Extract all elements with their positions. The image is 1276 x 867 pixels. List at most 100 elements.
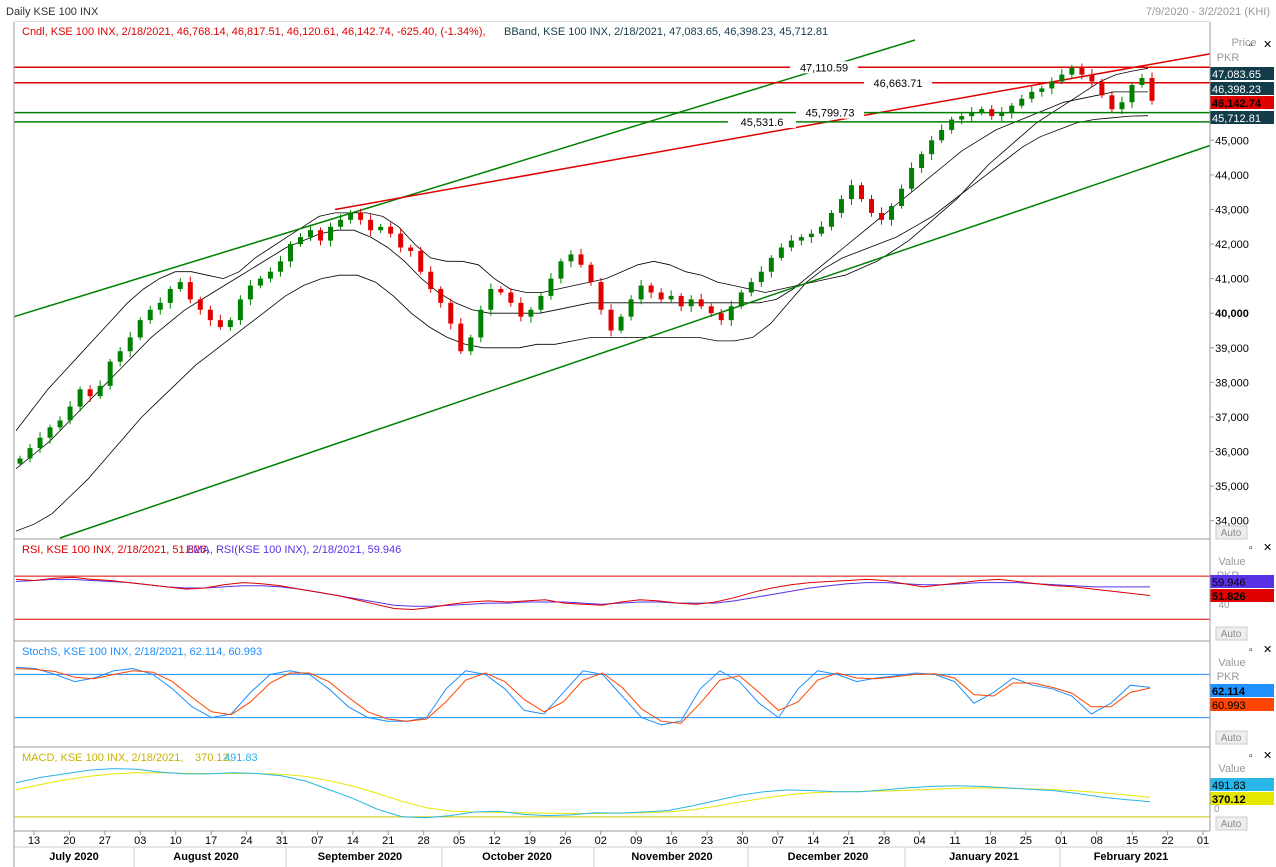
macd-tag (1210, 792, 1274, 805)
candle-body (899, 188, 905, 206)
macd-tag (1210, 778, 1274, 791)
candle-body (879, 212, 885, 220)
candle-body (638, 285, 644, 300)
x-tick-label: 01 (1055, 835, 1067, 847)
price-auto-button[interactable] (1215, 525, 1248, 540)
minimize-icon[interactable]: ▫ (1249, 543, 1253, 554)
x-axis: 13 20 27 03 10 17 24 31 07 14 21 28 05 12 19 26 02 09 16 23… (14, 830, 1210, 867)
candle-body (237, 299, 243, 321)
candle-body (117, 351, 123, 362)
candle-body (267, 271, 273, 279)
macd-axis-title: Value (1218, 763, 1245, 775)
close-icon[interactable]: ✕ (1263, 542, 1272, 554)
close-icon[interactable]: ✕ (1263, 39, 1272, 51)
candle-body (358, 212, 364, 220)
stoch-k-line (15, 666, 1151, 726)
x-tick-label: 02 (595, 835, 607, 847)
candle-body (187, 282, 193, 300)
rsi-tag-text: 59.946 (1212, 577, 1246, 589)
candle-body (538, 295, 544, 310)
price-tick-label: 39,000 (1215, 343, 1249, 355)
candle-body (828, 212, 834, 227)
price-panel: Cndl, KSE 100 INX, 2/18/2021, 46,768.14,… (13, 22, 1274, 540)
candle-body (728, 306, 734, 321)
price-tick-label: 44,000 (1215, 170, 1249, 182)
candle-body (408, 247, 414, 251)
candle-body (157, 302, 163, 310)
candle-body (848, 185, 854, 200)
candle-body (1099, 81, 1105, 96)
price-tag (1210, 111, 1274, 124)
candle-body (778, 247, 784, 258)
stoch-tag (1210, 684, 1274, 697)
x-tick-label: 25 (1020, 835, 1032, 847)
close-icon[interactable]: ✕ (1263, 750, 1272, 762)
close-icon[interactable]: ✕ (1263, 644, 1272, 656)
x-month-label: August 2020 (173, 851, 238, 863)
macd-panel: MACD, KSE 100 INX, 2/18/2021, 370.12, 49… (14, 748, 1274, 831)
level-label-bg (728, 115, 796, 128)
price-axis-unit: PKR (1217, 52, 1240, 64)
stoch-plot-area[interactable] (14, 642, 1210, 746)
x-tick-label: 28 (878, 835, 890, 847)
minimize-icon[interactable]: ▫ (1249, 751, 1253, 762)
candle-body (588, 264, 594, 283)
minimize-icon[interactable]: ▫ (1249, 645, 1253, 656)
bband-upper-line (15, 67, 1149, 432)
candle-body (678, 295, 684, 307)
x-tick-label: 09 (630, 835, 642, 847)
candle-body (1059, 74, 1065, 82)
candle-body (418, 250, 424, 272)
candle-body (1029, 91, 1035, 99)
candle-body (328, 226, 334, 241)
minimize-icon[interactable]: ▫ (1249, 40, 1253, 51)
x-tick-label: 15 (1126, 835, 1138, 847)
rsi-ema-legend: EMA, RSI(KSE 100 INX), 2/18/2021, 59.946 (186, 544, 401, 556)
stoch-d-line (15, 668, 1151, 724)
candle-body (97, 385, 103, 397)
macd-auto-button[interactable] (1215, 816, 1248, 831)
candle-body (177, 282, 183, 289)
stoch-auto-button[interactable] (1215, 730, 1248, 745)
candle-body (818, 226, 824, 234)
candle-body (808, 233, 814, 238)
bband-lower-line (15, 115, 1149, 532)
price-tick-label: 36,000 (1215, 447, 1249, 459)
candle-body (348, 212, 354, 220)
rsi-auto-button[interactable] (1215, 626, 1248, 641)
channel-upper-line (13, 39, 916, 318)
price-plot-area[interactable] (14, 22, 1210, 538)
x-tick-label: 22 (1161, 835, 1173, 847)
candle-body (197, 299, 203, 310)
candle-body (318, 230, 324, 241)
macd-plot-area[interactable] (14, 748, 1210, 830)
stoch-tags: 62.114 60.993 (1210, 684, 1274, 712)
candle-body (919, 154, 925, 168)
candle-body (598, 282, 604, 310)
x-tick-label: 07 (772, 835, 784, 847)
x-tick-label: 24 (240, 835, 252, 847)
price-tick-label: 40,000 (1215, 308, 1249, 320)
candle-body (959, 116, 965, 120)
candle-body (488, 289, 494, 310)
x-tick-label: 12 (488, 835, 500, 847)
candle-body (628, 299, 634, 317)
rsi-tick-40: 40 (1218, 600, 1230, 611)
x-tick-label: 11 (949, 835, 960, 847)
rsi-tag-text: 51.826 (1212, 591, 1246, 603)
candle-body (448, 302, 454, 324)
candle-body (548, 278, 554, 296)
x-tick-label: 03 (134, 835, 146, 847)
candle-body (458, 323, 464, 352)
x-tick-label: 31 (276, 835, 288, 847)
price-overlays: 47,110.59 46,663.71 45,799.73 45,531.6 (13, 39, 1211, 539)
stoch-tag (1210, 698, 1274, 711)
price-tags: 47,083.65 46,398.23 46,142.74 45,712.81 (1210, 67, 1274, 125)
candle-body (1039, 88, 1045, 92)
candle-body (1149, 78, 1155, 101)
rsi-plot-area[interactable] (14, 540, 1210, 640)
rsi-tag (1210, 589, 1274, 602)
candle-body (247, 285, 253, 300)
candle-body (939, 129, 945, 141)
price-tick-label: 38,000 (1215, 377, 1249, 389)
